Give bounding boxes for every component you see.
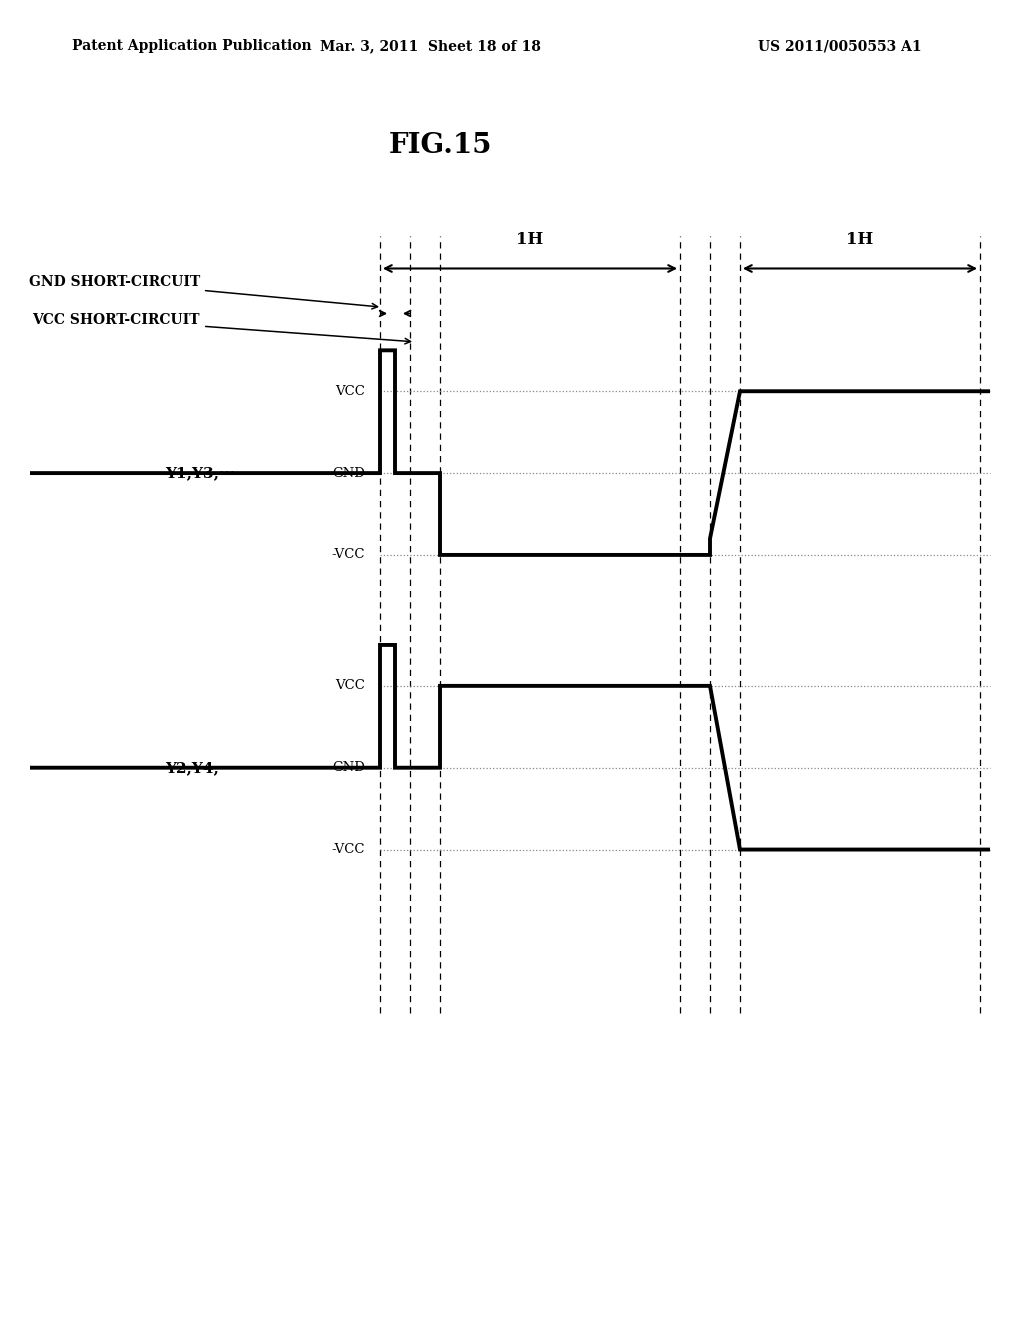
Text: US 2011/0050553 A1: US 2011/0050553 A1: [758, 40, 922, 53]
Text: Y1,Y3,···: Y1,Y3,···: [165, 466, 236, 480]
Text: GND SHORT-CIRCUIT: GND SHORT-CIRCUIT: [29, 275, 378, 309]
Text: Mar. 3, 2011  Sheet 18 of 18: Mar. 3, 2011 Sheet 18 of 18: [319, 40, 541, 53]
Text: GND: GND: [332, 762, 365, 775]
Text: -VCC: -VCC: [332, 843, 365, 857]
Text: VCC: VCC: [335, 680, 365, 693]
Text: -VCC: -VCC: [332, 548, 365, 561]
Text: 1H: 1H: [847, 231, 873, 248]
Text: VCC SHORT-CIRCUIT: VCC SHORT-CIRCUIT: [33, 313, 411, 345]
Text: 1H: 1H: [516, 231, 544, 248]
Text: FIG.15: FIG.15: [388, 132, 493, 158]
Text: VCC: VCC: [335, 384, 365, 397]
Text: Y2,Y4,···: Y2,Y4,···: [165, 760, 234, 775]
Text: Patent Application Publication: Patent Application Publication: [72, 40, 311, 53]
Text: GND: GND: [332, 466, 365, 479]
